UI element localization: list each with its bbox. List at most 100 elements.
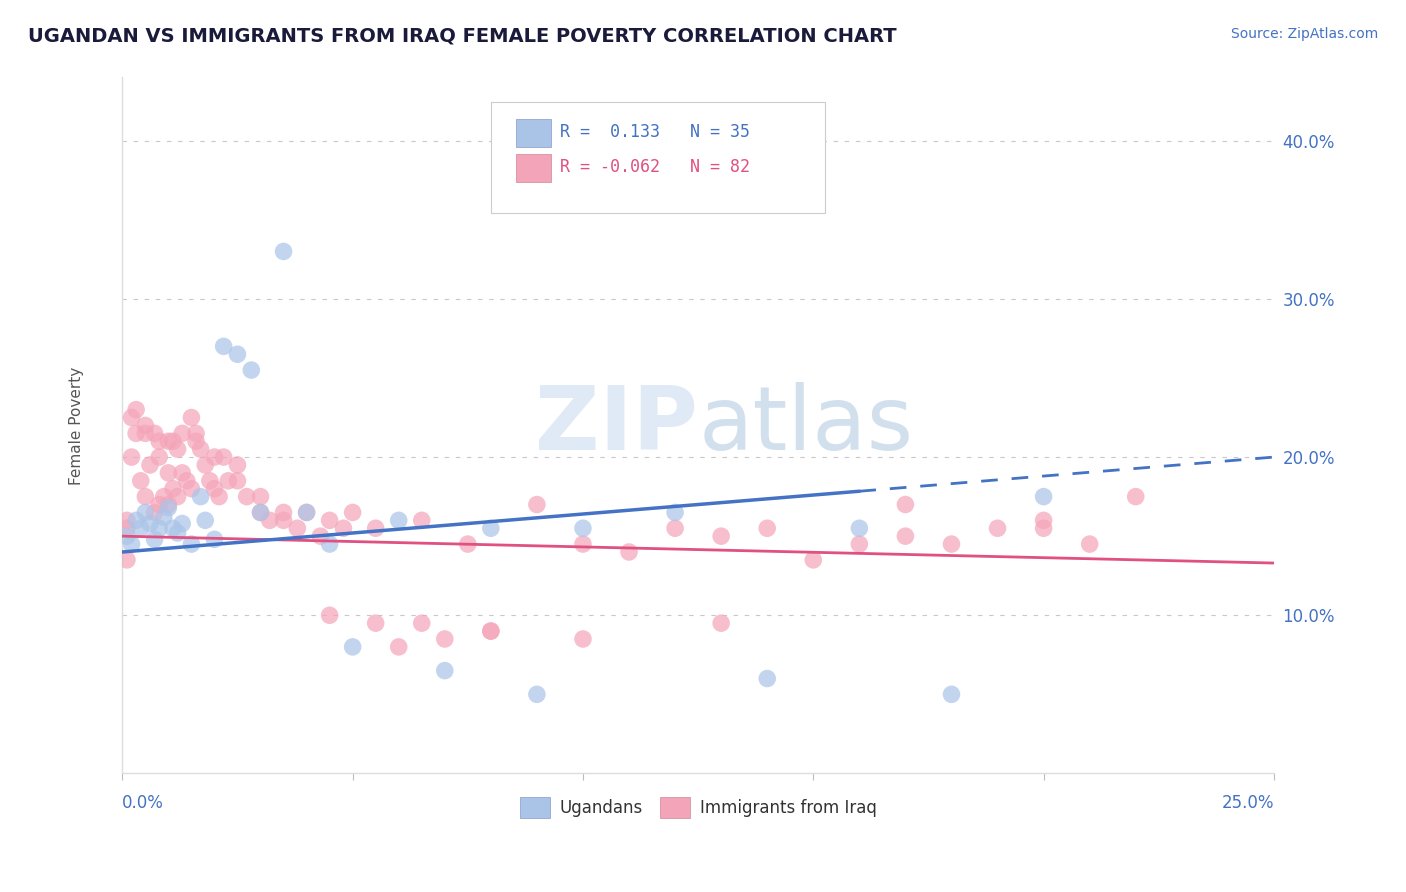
Point [364, 521, 387, 535]
Point [433, 664, 456, 678]
Point [172, 466, 194, 480]
Text: 0.0%: 0.0% [122, 794, 165, 813]
Point [129, 474, 152, 488]
Point [240, 363, 263, 377]
Point [198, 474, 221, 488]
Point [143, 533, 166, 547]
Point [115, 529, 138, 543]
Point [125, 426, 148, 441]
Point [1032, 513, 1054, 527]
Point [342, 505, 364, 519]
Point [134, 490, 156, 504]
Point [180, 410, 202, 425]
Point [204, 450, 226, 464]
Point [332, 521, 354, 535]
Point [212, 339, 235, 353]
Point [318, 537, 340, 551]
Point [273, 513, 295, 527]
Point [411, 616, 433, 631]
Point [388, 640, 411, 654]
Point [148, 498, 170, 512]
Point [172, 426, 194, 441]
Point [162, 434, 184, 449]
Text: R =  0.133   N = 35: R = 0.133 N = 35 [560, 123, 749, 141]
Point [121, 537, 143, 551]
Point [364, 616, 387, 631]
Point [1125, 490, 1147, 504]
Point [180, 482, 202, 496]
Point [157, 466, 180, 480]
Point [166, 526, 188, 541]
Point [134, 426, 156, 441]
Point [184, 434, 207, 449]
Point [148, 434, 170, 449]
Point [479, 624, 502, 638]
Point [125, 513, 148, 527]
Point [121, 450, 143, 464]
Point [152, 490, 174, 504]
Point [664, 505, 686, 519]
Point [162, 521, 184, 535]
Point [318, 608, 340, 623]
Point [226, 474, 249, 488]
Point [986, 521, 1008, 535]
Point [1032, 521, 1054, 535]
Point [572, 632, 595, 646]
Point [184, 426, 207, 441]
Point [249, 505, 271, 519]
Point [115, 521, 138, 535]
Point [756, 521, 779, 535]
Point [143, 505, 166, 519]
Point [259, 513, 281, 527]
Legend: Ugandans, Immigrants from Iraq: Ugandans, Immigrants from Iraq [513, 790, 883, 824]
Point [249, 505, 271, 519]
Point [1032, 490, 1054, 504]
Point [457, 537, 479, 551]
Point [190, 442, 212, 457]
Point [226, 458, 249, 472]
FancyBboxPatch shape [491, 102, 825, 213]
Point [273, 244, 295, 259]
Point [295, 505, 318, 519]
Point [115, 513, 138, 527]
Point [166, 490, 188, 504]
Point [176, 474, 198, 488]
Point [411, 513, 433, 527]
Point [204, 533, 226, 547]
Point [157, 500, 180, 515]
Point [526, 498, 548, 512]
Point [894, 498, 917, 512]
Point [129, 521, 152, 535]
Point [479, 624, 502, 638]
Point [309, 529, 332, 543]
Text: R = -0.062   N = 82: R = -0.062 N = 82 [560, 158, 749, 176]
Point [235, 490, 257, 504]
Text: atlas: atlas [699, 382, 914, 469]
Point [710, 529, 733, 543]
Point [848, 521, 870, 535]
Point [134, 418, 156, 433]
Point [208, 490, 231, 504]
Point [295, 505, 318, 519]
Point [157, 498, 180, 512]
Point [941, 537, 963, 551]
Point [212, 450, 235, 464]
Point [166, 442, 188, 457]
Point [941, 687, 963, 701]
Point [848, 537, 870, 551]
Point [139, 458, 162, 472]
Point [226, 347, 249, 361]
Point [318, 513, 340, 527]
Point [273, 505, 295, 519]
Point [152, 510, 174, 524]
Point [180, 537, 202, 551]
Text: ZIP: ZIP [536, 382, 699, 469]
Point [664, 521, 686, 535]
Point [125, 402, 148, 417]
Point [894, 529, 917, 543]
Point [139, 516, 162, 531]
Point [162, 482, 184, 496]
Point [194, 513, 217, 527]
Point [148, 450, 170, 464]
Point [190, 490, 212, 504]
